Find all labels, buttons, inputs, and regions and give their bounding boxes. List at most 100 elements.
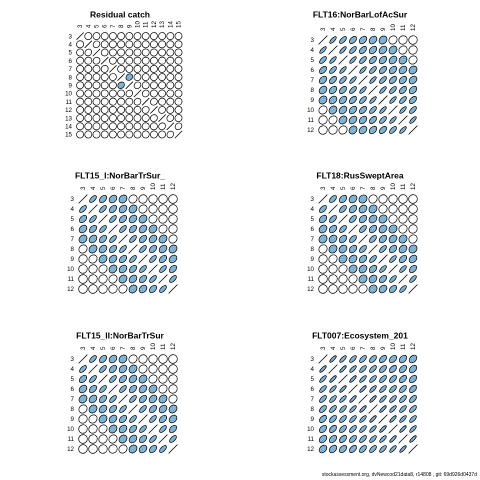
corr-ellipse — [328, 274, 338, 284]
corr-ellipse — [141, 122, 150, 131]
col-tick-label: 4 — [85, 24, 92, 28]
corr-ellipse — [84, 64, 93, 73]
corr-ellipse — [319, 365, 327, 373]
corr-ellipse — [141, 48, 150, 57]
corr-ellipse — [338, 444, 348, 454]
corr-ellipse — [149, 56, 158, 65]
corr-ellipse — [379, 245, 387, 253]
corr-ellipse — [158, 81, 167, 90]
row-tick-label: 3 — [311, 356, 315, 363]
corr-ellipse — [379, 86, 387, 94]
corr-ellipse — [358, 204, 368, 214]
corr-ellipse — [109, 56, 117, 65]
corr-ellipse — [318, 234, 328, 244]
corr-ellipse — [168, 234, 178, 244]
diagonal-mark — [150, 106, 158, 114]
diagonal-mark — [84, 40, 93, 49]
col-tick-label: 11 — [160, 183, 167, 190]
col-tick-label: 4 — [330, 186, 337, 190]
corr-ellipse — [338, 284, 348, 294]
corr-ellipse — [379, 425, 387, 433]
corr-ellipse — [92, 114, 101, 123]
corr-ellipse — [119, 385, 127, 393]
row-tick-label: 9 — [69, 83, 73, 90]
row-tick-label: 8 — [311, 87, 315, 94]
corr-ellipse — [349, 86, 357, 94]
diagonal-mark — [148, 264, 158, 274]
corr-ellipse — [398, 244, 408, 254]
corr-ellipse — [359, 405, 367, 413]
corr-ellipse — [166, 81, 175, 90]
corr-ellipse — [158, 234, 168, 244]
corr-ellipse — [379, 435, 387, 443]
corr-ellipse — [408, 254, 418, 264]
corr-ellipse — [158, 56, 167, 65]
corr-ellipse — [139, 425, 147, 433]
corr-ellipse — [88, 384, 98, 394]
corr-ellipse — [388, 55, 398, 65]
diagonal-mark — [338, 374, 348, 384]
corr-ellipse — [369, 255, 377, 263]
corr-ellipse — [389, 385, 397, 393]
corr-ellipse — [133, 48, 142, 57]
col-tick-label: 8 — [130, 186, 137, 190]
col-tick-label: 3 — [80, 186, 87, 190]
corr-ellipse — [141, 56, 150, 65]
corr-ellipse — [398, 224, 408, 234]
corr-ellipse — [369, 106, 377, 114]
corr-ellipse — [389, 126, 397, 134]
corr-ellipse — [358, 254, 368, 264]
corr-ellipse — [166, 97, 175, 106]
corr-ellipse — [158, 48, 167, 57]
corr-ellipse — [108, 404, 118, 414]
col-tick-label: 9 — [380, 27, 387, 31]
corr-ellipse — [148, 244, 158, 254]
col-tick-label: 8 — [130, 346, 137, 350]
corr-ellipse — [78, 234, 88, 244]
corr-ellipse — [399, 405, 407, 413]
corr-ellipse — [174, 56, 183, 65]
corr-ellipse — [118, 444, 128, 454]
corr-ellipse — [349, 215, 357, 223]
corr-ellipse — [399, 425, 407, 433]
corr-ellipse — [100, 130, 109, 139]
corr-ellipse — [109, 235, 117, 243]
corr-ellipse — [168, 224, 178, 234]
corr-ellipse — [318, 224, 328, 234]
corr-ellipse — [117, 48, 126, 57]
corr-ellipse — [328, 284, 338, 294]
corr-ellipse — [339, 415, 347, 423]
corr-ellipse — [368, 45, 378, 55]
corr-ellipse — [368, 284, 378, 294]
diagonal-mark — [328, 45, 338, 55]
corr-ellipse — [128, 204, 138, 214]
col-tick-label: 9 — [140, 346, 147, 350]
col-tick-label: 12 — [410, 343, 417, 350]
corr-ellipse — [158, 374, 168, 384]
corr-ellipse — [125, 122, 134, 131]
corr-ellipse — [166, 130, 175, 139]
corr-ellipse — [174, 48, 183, 57]
corr-ellipse — [379, 126, 387, 134]
row-tick-label: 11 — [308, 276, 315, 283]
col-tick-label: 11 — [400, 24, 407, 31]
corr-ellipse — [338, 125, 348, 135]
corr-ellipse — [108, 32, 117, 41]
corr-ellipse — [408, 45, 418, 55]
corr-ellipse — [133, 122, 142, 131]
corr-ellipse — [388, 204, 398, 214]
corr-ellipse — [319, 375, 327, 383]
corr-ellipse — [166, 64, 175, 73]
corr-ellipse — [158, 404, 168, 414]
corr-ellipse — [158, 204, 168, 214]
corr-ellipse — [409, 415, 417, 423]
corr-ellipse — [338, 234, 348, 244]
row-tick-label: 4 — [69, 42, 73, 49]
corr-ellipse — [108, 204, 118, 214]
corr-ellipse — [138, 214, 148, 224]
col-tick-label: 7 — [360, 186, 367, 190]
corr-ellipse — [133, 73, 142, 82]
corr-ellipse — [379, 66, 387, 74]
diagonal-mark — [76, 32, 84, 40]
diagonal-mark — [168, 284, 178, 294]
